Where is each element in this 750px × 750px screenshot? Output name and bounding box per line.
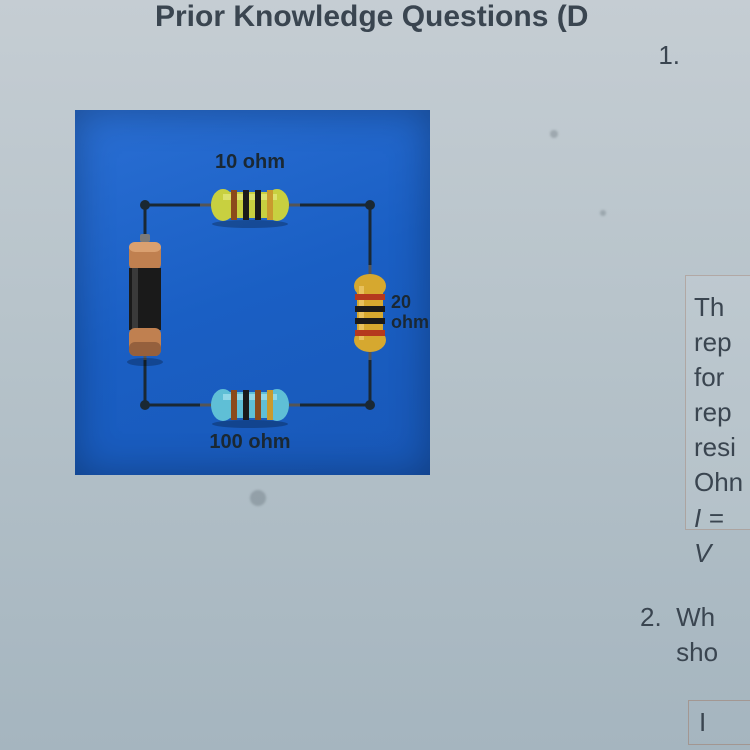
rt-line: rep	[694, 325, 742, 360]
resistor-right-label-2: ohm	[391, 312, 429, 332]
resistor-right	[354, 265, 386, 360]
resistor-top-label: 10 ohm	[215, 151, 285, 173]
question-2: 2. Wh sho	[640, 600, 750, 670]
circuit-diagram: 10 ohm 20 ohm	[75, 110, 430, 475]
rt-line: Th	[694, 290, 742, 325]
rt-line: Ohn	[694, 465, 742, 500]
rt-line: for	[694, 360, 742, 395]
resistor-right-label-1: 20	[391, 292, 411, 312]
question-2-answer-box: I	[688, 700, 750, 745]
right-text-panel: Th rep for rep resi Ohn I = V	[685, 275, 750, 530]
q2-line1: Wh	[676, 602, 715, 632]
circuit-svg: 10 ohm 20 ohm	[75, 110, 430, 475]
rt-line: I = V	[694, 501, 742, 571]
dust-speck	[250, 490, 266, 506]
dust-speck	[600, 210, 606, 216]
page-header: Prior Knowledge Questions (D	[155, 0, 588, 34]
q2-line2: sho	[676, 637, 718, 667]
battery	[127, 234, 163, 366]
q2-number: 2.	[640, 602, 662, 632]
dust-speck	[550, 130, 558, 138]
resistor-top	[200, 189, 300, 228]
resistor-bottom	[200, 389, 300, 428]
question-1-number: 1.	[658, 40, 680, 71]
rt-line: resi	[694, 430, 742, 465]
rt-line: rep	[694, 395, 742, 430]
resistor-bottom-label: 100 ohm	[209, 431, 290, 453]
